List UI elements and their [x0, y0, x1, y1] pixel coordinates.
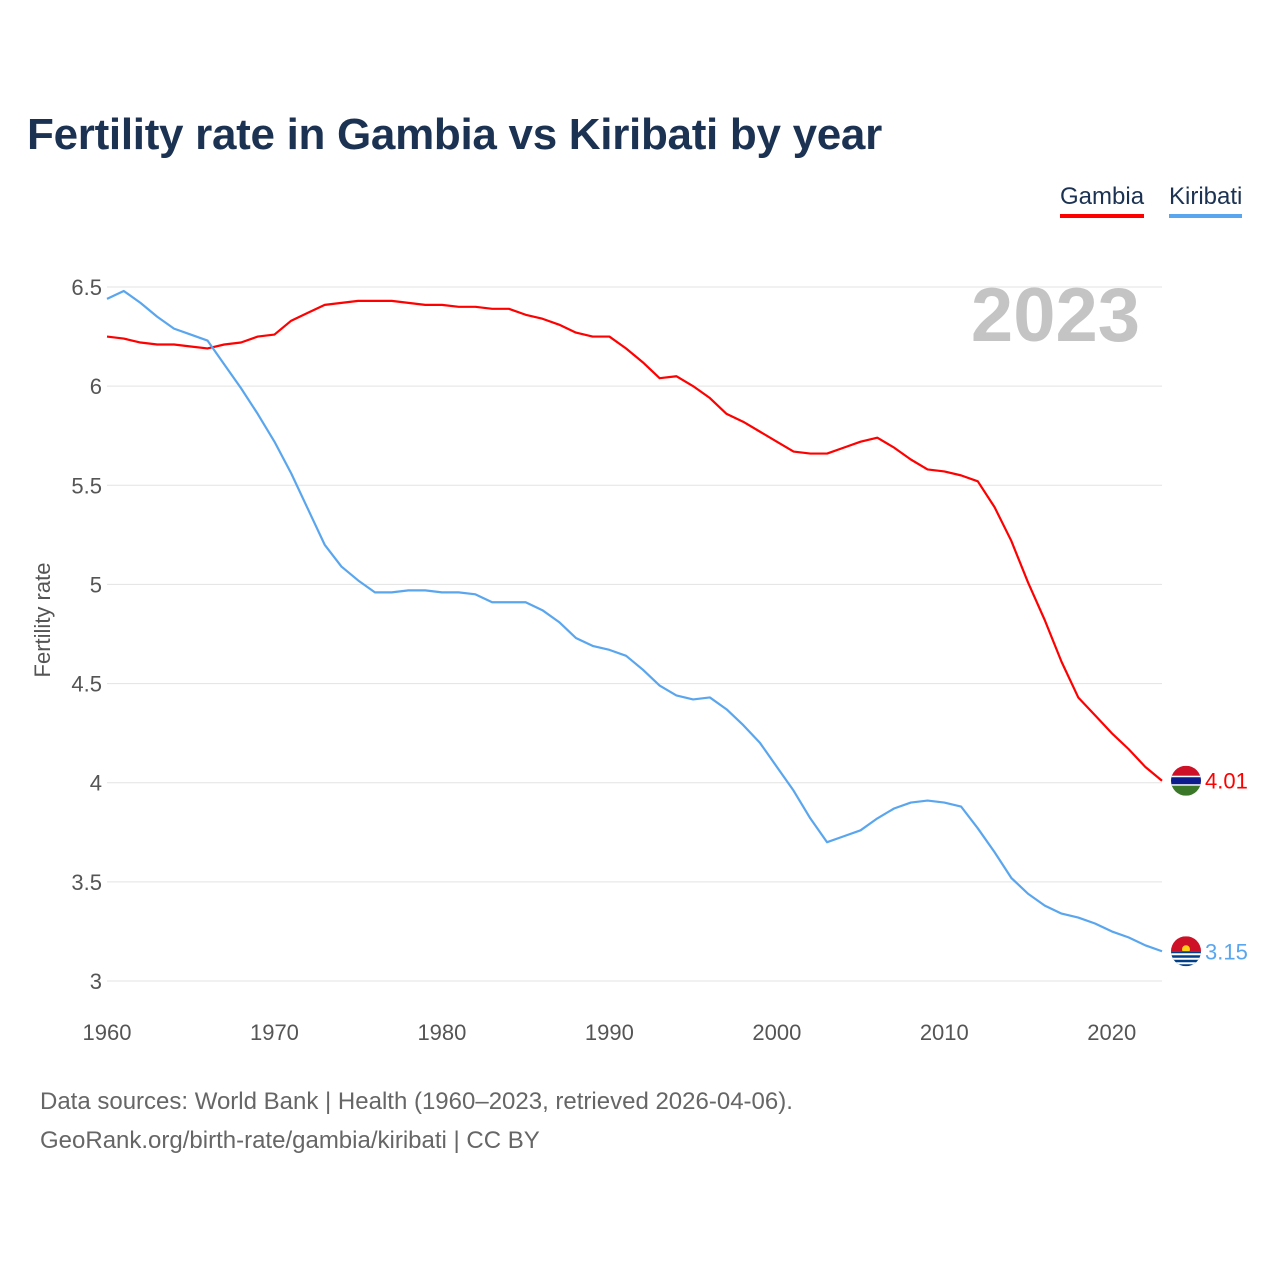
source-link[interactable]: GeoRank.org/birth-rate/gambia/kiribati |…: [40, 1127, 540, 1154]
y-tick-label: 4.5: [71, 672, 102, 697]
y-axis-label: Fertility rate: [30, 563, 55, 678]
x-tick-label: 1970: [250, 1020, 299, 1045]
gambia-flag-icon: [1171, 765, 1201, 796]
x-tick-label: 2010: [920, 1020, 969, 1045]
kiribati-flag-icon: [1171, 936, 1201, 967]
end-value-label: 4.01: [1205, 769, 1248, 794]
y-tick-label: 4: [90, 771, 102, 796]
legend-kiribati[interactable]: Kiribati: [1169, 183, 1243, 218]
line-chart: 3 3.5 4 4.5 5 5.5 6 6.5 1960 1970 1980 1990 2000 2010…: [30, 273, 1248, 1045]
year-label: 2023: [971, 273, 1140, 358]
y-tick-label: 3.5: [71, 870, 102, 895]
end-value-label: 3.15: [1205, 939, 1248, 964]
series-line-gambia[interactable]: [106, 299, 1163, 782]
x-tick-label: 1960: [83, 1020, 132, 1045]
x-tick-label: 1990: [585, 1020, 634, 1045]
legend-gambia[interactable]: Gambia: [1060, 183, 1145, 218]
series-line-kiribati[interactable]: [106, 289, 1163, 953]
chart-title: Fertility rate in Gambia vs Kiribati by …: [27, 110, 882, 159]
y-tick-label: 3: [90, 969, 102, 994]
y-tick-label: 5.5: [71, 473, 102, 498]
y-tick-label: 6: [90, 374, 102, 399]
y-tick-label: 6.5: [71, 275, 102, 300]
x-tick-label: 2000: [752, 1020, 801, 1045]
x-tick-label: 1980: [417, 1020, 466, 1045]
y-tick-label: 5: [90, 572, 102, 597]
x-tick-label: 2020: [1087, 1020, 1136, 1045]
source-text: Data sources: World Bank | Health (1960–…: [40, 1088, 793, 1115]
